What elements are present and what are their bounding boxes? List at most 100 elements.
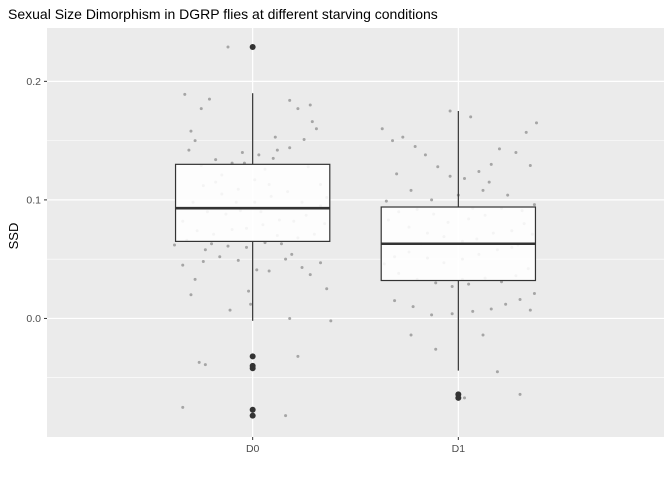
jitter-point <box>189 293 193 297</box>
jitter-point <box>384 199 388 203</box>
jitter-point <box>469 115 473 119</box>
jitter-point <box>249 302 253 306</box>
plot-panel <box>47 28 664 437</box>
jitter-point <box>319 261 323 265</box>
jitter-point <box>279 242 283 246</box>
jitter-point <box>471 309 475 313</box>
jitter-point <box>308 103 312 107</box>
jitter-point <box>247 289 251 293</box>
jitter-point <box>495 370 499 374</box>
jitter-point <box>534 121 538 125</box>
jitter-point <box>193 139 197 143</box>
jitter-point <box>514 150 518 154</box>
jitter-point <box>467 282 471 286</box>
jitter-point <box>489 162 493 166</box>
jitter-point <box>448 109 452 113</box>
outlier-point <box>249 43 256 50</box>
jitter-point <box>487 180 491 184</box>
jitter-point <box>302 137 306 141</box>
jitter-point <box>481 333 485 337</box>
grid-minor <box>47 140 664 379</box>
jitter-point <box>296 354 300 358</box>
jitter-point <box>203 363 207 367</box>
jitter-point <box>187 148 191 152</box>
jitter-point <box>450 284 454 288</box>
outlier-point <box>249 412 256 419</box>
jitter-point <box>228 308 232 312</box>
jitter-point <box>497 147 501 151</box>
boxes <box>174 43 537 419</box>
jitter-point <box>257 153 261 157</box>
jitter-point <box>288 98 292 102</box>
y-axis: 0.0 0.1 0.2 <box>26 76 47 325</box>
jitter-point <box>236 258 240 262</box>
jitter-point <box>210 242 214 246</box>
jitter-point <box>391 139 395 143</box>
jitter-point <box>201 260 205 264</box>
jitter-point <box>203 248 207 252</box>
jitter-point <box>430 313 434 317</box>
outlier-point <box>249 406 256 413</box>
jitter-point <box>199 107 203 111</box>
jitter-point <box>275 148 279 152</box>
x-tick-label: D0 <box>246 443 260 455</box>
jitter-point <box>218 255 222 259</box>
jitter-point <box>413 145 417 149</box>
jitter-point <box>173 243 177 247</box>
jitter-point <box>255 268 259 272</box>
chart-title: Sexual Size Dimorphism in DGRP flies at … <box>8 6 438 22</box>
jitter-point <box>267 269 271 273</box>
jitter-point <box>481 188 485 192</box>
y-tick-label: 0.0 <box>26 313 41 325</box>
jitter-point <box>290 252 294 256</box>
jitter-point <box>395 172 399 176</box>
jitter-point <box>273 135 277 139</box>
jitter-point <box>240 150 244 154</box>
jitter-point <box>310 120 314 124</box>
jitter-point <box>214 158 218 162</box>
jitter-point <box>296 107 300 111</box>
outlier-point <box>455 394 462 401</box>
jitter-point <box>450 312 454 316</box>
jitter-point <box>308 273 312 277</box>
jitter-point <box>409 333 413 337</box>
jitter-point <box>528 308 532 312</box>
jitter-point <box>430 198 434 202</box>
jitter-point <box>448 174 452 178</box>
jitter-point <box>207 97 211 101</box>
outlier-point <box>249 353 256 360</box>
jitter-point <box>226 244 230 248</box>
jitter-point <box>463 177 467 181</box>
jitter-point <box>181 263 185 267</box>
jitter-point <box>244 245 248 249</box>
jitter-point <box>423 153 427 157</box>
jitter-point <box>411 305 415 309</box>
y-axis-label: SSD <box>6 223 21 250</box>
jitter-point <box>532 292 536 296</box>
jitter-point <box>300 265 304 269</box>
jitter-point <box>284 257 288 261</box>
jitter-point <box>288 146 292 150</box>
jitter-point <box>506 193 510 197</box>
jitter-point <box>409 188 413 192</box>
jitter-point <box>393 299 397 303</box>
box-iqr <box>174 163 331 242</box>
x-axis: D0 D1 <box>246 437 465 455</box>
jitter-point <box>477 169 481 173</box>
jitter-point <box>284 414 288 418</box>
jitter-point <box>193 277 197 281</box>
jitter-point <box>436 165 440 169</box>
y-tick-label: 0.1 <box>26 194 41 206</box>
jitter-point <box>463 396 467 400</box>
jitter-point <box>532 203 536 207</box>
jitter-point <box>380 127 384 131</box>
y-tick-label: 0.2 <box>26 76 41 88</box>
jitter-point <box>325 287 329 291</box>
jitter-point <box>329 319 333 323</box>
x-tick-label: D1 <box>452 443 466 455</box>
jitter-point <box>189 129 193 133</box>
jitter-point <box>271 156 275 160</box>
jitter-point <box>401 135 405 139</box>
jitter-point <box>434 281 438 285</box>
